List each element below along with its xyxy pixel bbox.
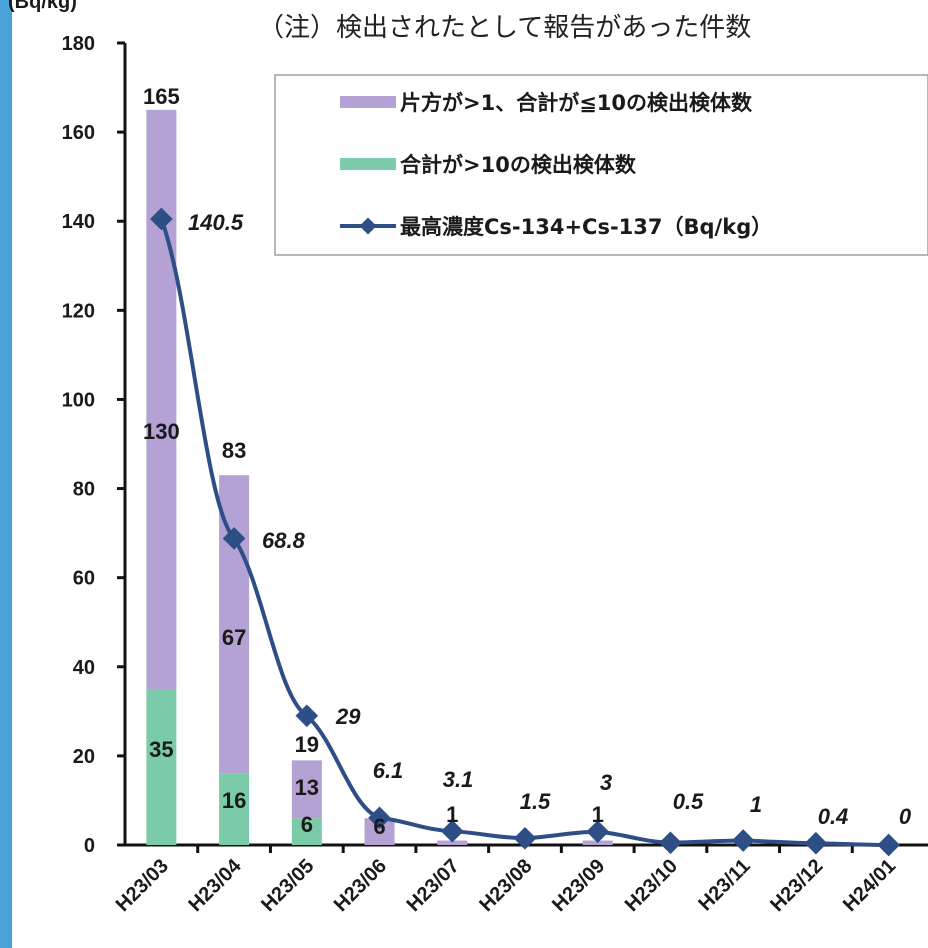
line-value-label: 1	[750, 792, 762, 817]
x-tick-label: H24/01	[839, 855, 900, 916]
line-value-label: 6.1	[373, 758, 404, 783]
bar-label-purple: 67	[222, 625, 246, 650]
bar-segment-purple	[291, 760, 322, 819]
y-tick-label: 140	[62, 211, 95, 233]
line-point-marker	[368, 806, 391, 830]
line-value-label: 0	[899, 804, 912, 829]
bar-segment-green	[219, 773, 250, 845]
y-tick-label: 160	[62, 122, 95, 144]
bars	[146, 109, 613, 845]
bar-label-purple: 1	[592, 802, 604, 827]
bar-segment-purple	[437, 840, 468, 845]
line-point-marker	[877, 833, 900, 857]
bar-total-label: 83	[222, 438, 246, 463]
y-tick-label: 100	[62, 389, 95, 411]
x-tick-label: H23/12	[766, 855, 827, 916]
bar-label-purple: 6	[373, 814, 385, 839]
line-point-marker	[586, 820, 610, 843]
x-tick-label: H23/10	[621, 855, 682, 916]
frame-left-border	[0, 0, 12, 948]
line-value-label: 3.1	[443, 767, 474, 792]
x-tick-label: H23/05	[257, 855, 318, 916]
line-value-label: 3	[600, 770, 612, 795]
legend-label-line: 最高濃度Cs-134+Cs-137（Bq/kg）	[400, 215, 772, 239]
line-point-marker	[804, 831, 828, 855]
x-tick-label: H23/11	[694, 855, 754, 915]
chart-note: （注）検出されたとして報告があった件数	[258, 13, 751, 43]
y-tick-label: 40	[73, 657, 95, 679]
bar-total-label: 165	[143, 84, 180, 109]
frame-left-inner	[12, 0, 15, 948]
line-point-marker	[295, 704, 319, 728]
line-point-marker	[731, 829, 755, 852]
bar-segment-purple	[219, 475, 250, 774]
y-tick-label: 120	[62, 300, 95, 322]
legend: 片方が>1、合計が≦10の検出検体数 合計が>10の検出検体数 最高濃度Cs-1…	[274, 74, 928, 256]
bar-segment-green	[146, 689, 177, 845]
bar-label-purple: 130	[143, 419, 180, 444]
bar-total-label: 19	[295, 732, 319, 757]
line-series	[150, 207, 900, 857]
line-value-label: 140.5	[188, 210, 244, 235]
line-value-label: 29	[335, 704, 361, 729]
y-tick-label: 60	[73, 568, 95, 590]
legend-label-purple: 片方が>1、合計が≦10の検出検体数	[400, 91, 753, 115]
bar-label-purple: 1	[446, 802, 458, 827]
y-tick-label: 20	[73, 746, 95, 768]
line-point-marker	[440, 819, 464, 843]
bar-segment-purple	[146, 109, 177, 690]
x-tick-label: H23/07	[403, 855, 464, 916]
x-tick-label: H23/04	[184, 854, 246, 916]
y-tick-label: 0	[84, 835, 95, 857]
line-point-marker	[659, 831, 682, 855]
x-tick-label: H23/06	[330, 855, 391, 916]
bar-label-green: 35	[149, 737, 173, 762]
bar-segment-green	[291, 818, 322, 845]
bar-label-purple: 13	[295, 775, 319, 800]
line-value-label: 68.8	[262, 528, 306, 553]
legend-swatch-purple	[340, 96, 396, 108]
line-value-label: 1.5	[520, 789, 551, 814]
x-tick-label: H23/09	[548, 855, 609, 916]
y-tick-label: 180	[62, 33, 95, 55]
y-unit-label: (Bq/kg)	[8, 0, 77, 13]
x-tick-label: H23/08	[475, 855, 536, 916]
bar-label-green: 16	[222, 788, 246, 813]
line-value-label: 0.5	[673, 789, 704, 814]
x-tick-label: H23/03	[112, 855, 173, 916]
y-tick-label: 80	[73, 479, 95, 501]
legend-swatch-green	[340, 158, 396, 170]
legend-label-green: 合計が>10の検出検体数	[400, 153, 637, 177]
line-value-label: 0.4	[818, 804, 849, 829]
bar-label-green: 6	[301, 812, 313, 837]
line-point-marker	[513, 827, 537, 850]
legend-line-marker	[359, 217, 377, 235]
